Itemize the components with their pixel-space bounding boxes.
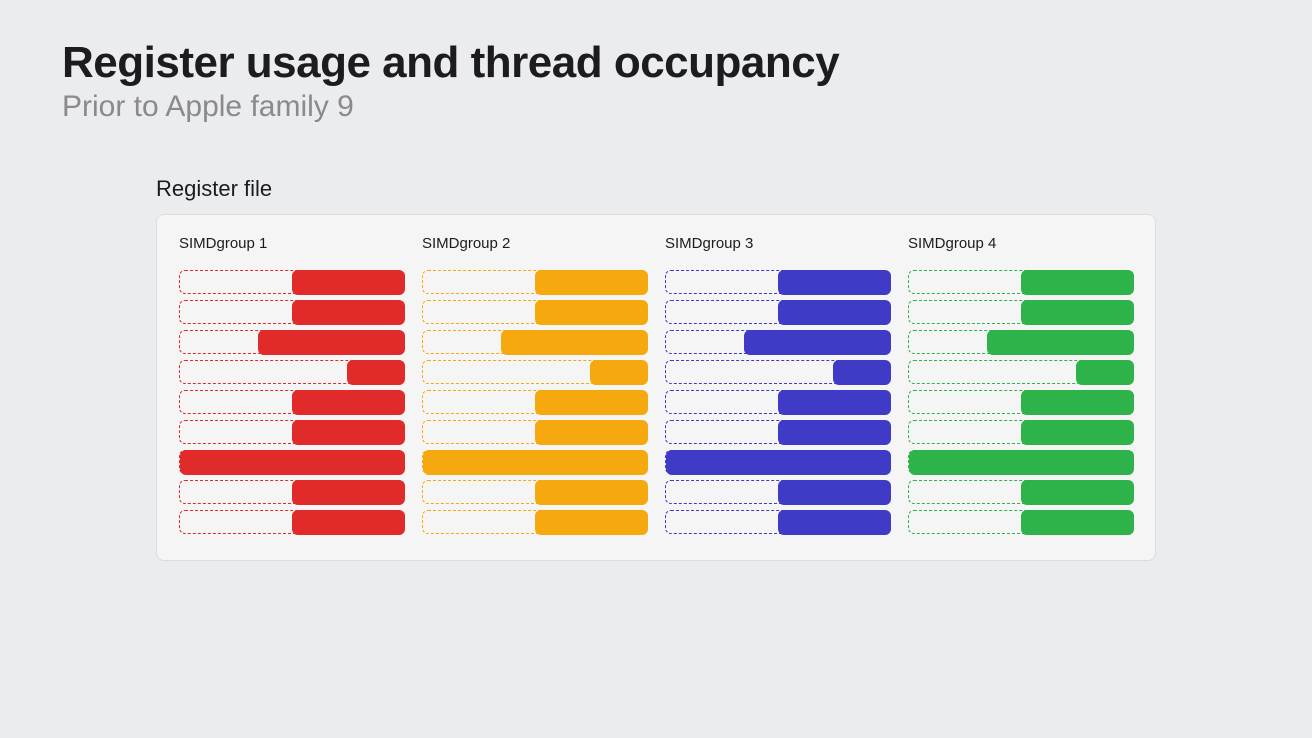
register-fill: [778, 390, 891, 415]
register-fill: [1021, 420, 1134, 445]
register-row: [179, 360, 404, 384]
register-fill: [292, 510, 405, 535]
register-rows: [908, 270, 1133, 534]
panel-title: Register file: [156, 176, 1156, 202]
register-fill: [535, 510, 648, 535]
register-fill: [778, 270, 891, 295]
register-row: [908, 390, 1133, 414]
register-fill: [1076, 360, 1133, 385]
register-row: [665, 510, 890, 534]
register-row: [665, 360, 890, 384]
register-fill: [292, 420, 405, 445]
register-fill: [590, 360, 647, 385]
register-row: [179, 270, 404, 294]
register-row: [422, 360, 647, 384]
register-row: [908, 450, 1133, 474]
simd-group-label: SIMDgroup 2: [422, 235, 647, 252]
register-fill: [501, 330, 647, 355]
register-row: [908, 270, 1133, 294]
simd-group: SIMDgroup 2: [422, 235, 647, 534]
simd-group: SIMDgroup 1: [179, 235, 404, 534]
register-row: [665, 420, 890, 444]
register-fill: [292, 390, 405, 415]
register-fill: [347, 360, 404, 385]
register-fill: [1021, 510, 1134, 535]
register-fill: [1021, 300, 1134, 325]
register-fill: [1021, 270, 1134, 295]
register-fill: [1021, 390, 1134, 415]
simd-group: SIMDgroup 4: [908, 235, 1133, 534]
register-row: [179, 450, 404, 474]
register-row: [179, 390, 404, 414]
register-fill: [535, 420, 648, 445]
simd-group-label: SIMDgroup 1: [179, 235, 404, 252]
register-fill: [535, 300, 648, 325]
register-fill: [778, 510, 891, 535]
register-row: [665, 300, 890, 324]
register-row: [422, 480, 647, 504]
register-fill: [744, 330, 890, 355]
register-fill: [778, 480, 891, 505]
register-fill: [666, 450, 891, 475]
register-file-panel: SIMDgroup 1 SIMDgroup 2 SIMDgroup 3 SIMDgro…: [156, 214, 1156, 561]
register-row: [908, 420, 1133, 444]
register-row: [908, 360, 1133, 384]
register-row: [665, 330, 890, 354]
register-row: [422, 330, 647, 354]
register-rows: [422, 270, 647, 534]
register-row: [908, 480, 1133, 504]
register-row: [422, 510, 647, 534]
register-fill: [535, 390, 648, 415]
register-row: [422, 420, 647, 444]
register-fill: [258, 330, 404, 355]
register-row: [422, 450, 647, 474]
register-row: [665, 390, 890, 414]
page-subtitle: Prior to Apple family 9: [62, 90, 1250, 124]
register-row: [422, 270, 647, 294]
register-row: [665, 450, 890, 474]
simd-group-label: SIMDgroup 4: [908, 235, 1133, 252]
register-fill: [535, 480, 648, 505]
register-fill: [833, 360, 890, 385]
register-row: [179, 420, 404, 444]
simd-group-label: SIMDgroup 3: [665, 235, 890, 252]
register-row: [179, 300, 404, 324]
page-title: Register usage and thread occupancy: [62, 38, 1250, 88]
register-rows: [665, 270, 890, 534]
register-row: [665, 270, 890, 294]
register-fill: [292, 270, 405, 295]
register-fill: [535, 270, 648, 295]
register-row: [179, 510, 404, 534]
register-fill: [292, 300, 405, 325]
register-row: [908, 510, 1133, 534]
register-fill: [987, 330, 1133, 355]
register-row: [422, 300, 647, 324]
register-row: [665, 480, 890, 504]
register-row: [908, 300, 1133, 324]
register-fill: [778, 420, 891, 445]
simd-group: SIMDgroup 3: [665, 235, 890, 534]
register-fill: [423, 450, 648, 475]
register-rows: [179, 270, 404, 534]
register-fill: [1021, 480, 1134, 505]
register-fill: [292, 480, 405, 505]
register-row: [179, 330, 404, 354]
register-fill: [180, 450, 405, 475]
register-row: [422, 390, 647, 414]
register-row: [179, 480, 404, 504]
register-fill: [909, 450, 1134, 475]
register-fill: [778, 300, 891, 325]
register-row: [908, 330, 1133, 354]
